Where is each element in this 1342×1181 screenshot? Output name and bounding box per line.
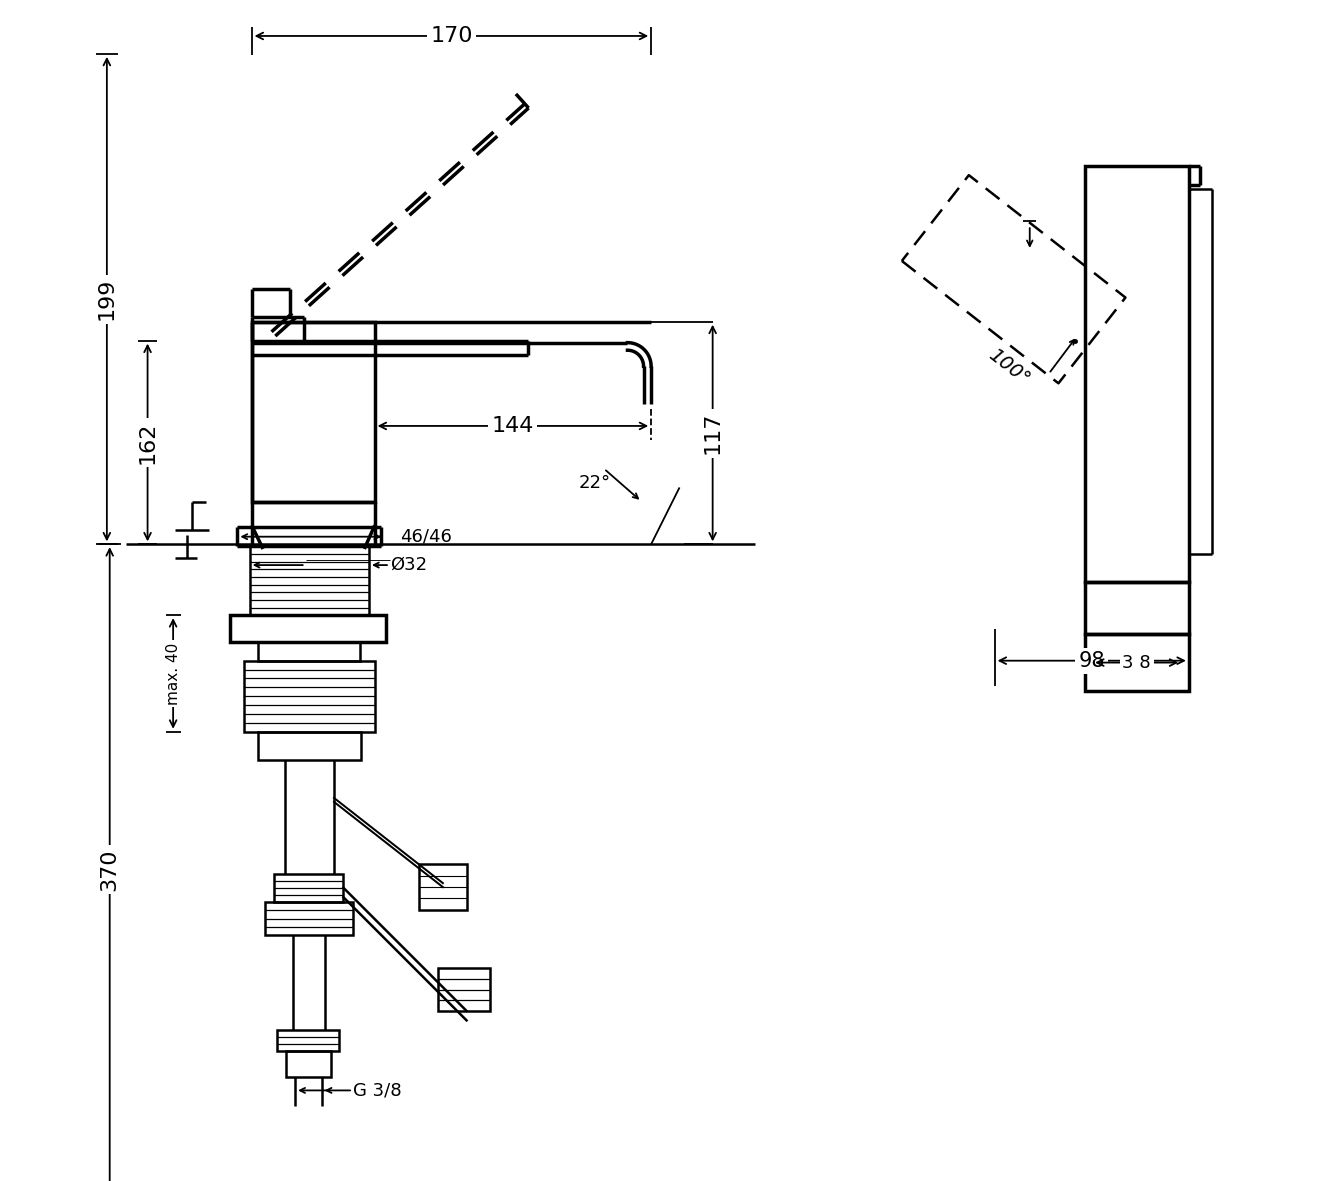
Bar bbox=[229, 615, 386, 641]
Bar bbox=[258, 641, 360, 660]
Text: Ø32: Ø32 bbox=[391, 556, 427, 574]
Text: 3 8: 3 8 bbox=[1122, 653, 1151, 672]
Text: G 3/8: G 3/8 bbox=[353, 1082, 401, 1100]
Bar bbox=[419, 864, 467, 909]
Bar bbox=[264, 902, 353, 935]
Text: 199: 199 bbox=[97, 278, 117, 320]
Text: 162: 162 bbox=[138, 422, 157, 464]
Bar bbox=[286, 1051, 331, 1077]
Text: 98: 98 bbox=[1079, 651, 1104, 671]
Bar bbox=[244, 660, 374, 732]
Bar bbox=[437, 968, 490, 1011]
Bar bbox=[252, 322, 374, 502]
Text: 144: 144 bbox=[491, 416, 534, 436]
Text: 22°: 22° bbox=[578, 474, 611, 491]
Text: 117: 117 bbox=[703, 412, 722, 455]
Bar bbox=[258, 732, 361, 761]
Text: 46/46: 46/46 bbox=[400, 528, 452, 546]
Bar bbox=[1084, 165, 1189, 582]
Bar bbox=[1084, 582, 1189, 634]
Bar bbox=[1084, 634, 1189, 691]
Text: 170: 170 bbox=[431, 26, 472, 46]
Bar bbox=[274, 874, 344, 902]
Bar bbox=[250, 546, 369, 615]
Text: 370: 370 bbox=[99, 849, 119, 892]
Bar bbox=[278, 1030, 338, 1051]
Text: max. 40: max. 40 bbox=[165, 642, 181, 705]
Text: 100°: 100° bbox=[985, 345, 1033, 390]
